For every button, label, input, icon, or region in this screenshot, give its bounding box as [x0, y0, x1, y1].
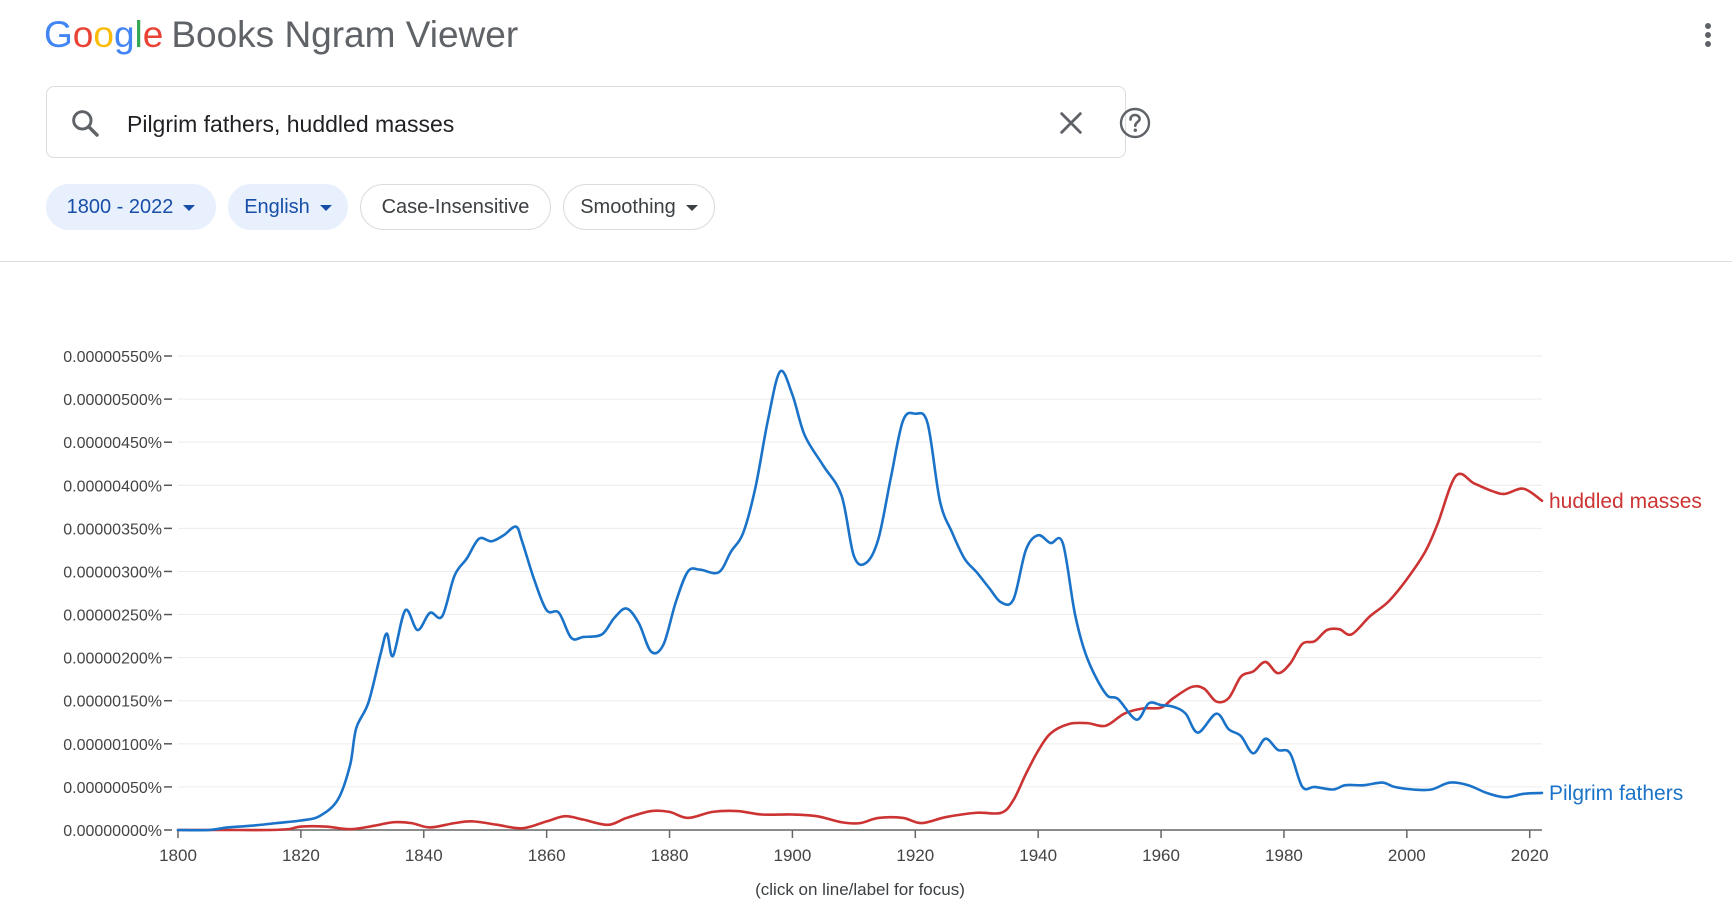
y-tick-label: 0.00000350%	[63, 521, 162, 538]
logo-letter: G	[44, 14, 73, 55]
ngram-chart-svg: 0.00000000% 0.00000050% 0.00000100% 0.00000…	[63, 349, 1702, 865]
x-tick-label: 1860	[528, 846, 566, 865]
logo-letter: l	[134, 14, 143, 55]
app-name: Books Ngram Viewer	[171, 14, 519, 55]
y-tick-label: 0.00000450%	[63, 435, 162, 452]
help-circle-icon[interactable]	[1117, 105, 1153, 141]
google-books-ngram-logo[interactable]: Google Books Ngram Viewer	[44, 14, 518, 56]
x-tick-label: 1880	[651, 846, 689, 865]
x-tick-label: 1820	[282, 846, 320, 865]
corpus-filter[interactable]: English	[228, 184, 348, 230]
series-line-huddled-masses[interactable]	[176, 472, 1544, 832]
google-logo-wordmark: Google	[44, 14, 163, 55]
dropdown-arrow-icon	[319, 205, 332, 211]
x-tick-label: 1800	[159, 846, 197, 865]
x-tick-label: 1900	[774, 846, 812, 865]
x-tick-label: 2000	[1388, 846, 1426, 865]
case-label: Case-Insensitive	[381, 195, 530, 218]
search-input[interactable]	[125, 101, 1009, 147]
x-tick-label: 1940	[1019, 846, 1057, 865]
year-range-label: 1800 - 2022	[66, 195, 174, 218]
y-tick-label: 0.00000550%	[63, 349, 162, 366]
y-tick-label: 0.00000050%	[63, 780, 162, 797]
y-tick-label: 0.00000100%	[63, 737, 162, 754]
series-line-pilgrim-fathers[interactable]	[176, 369, 1544, 832]
y-tick-label: 0.00000200%	[63, 651, 162, 668]
series-label-huddled-masses[interactable]: huddled masses	[1549, 490, 1702, 513]
smoothing-filter[interactable]: Smoothing	[563, 184, 715, 230]
search-box	[46, 86, 1151, 158]
ngram-chart: 0.00000000% 0.00000050% 0.00000100% 0.00000…	[0, 262, 1732, 918]
y-tick-label: 0.00000400%	[63, 478, 162, 495]
series-label-pilgrim-fathers[interactable]: Pilgrim fathers	[1549, 782, 1683, 805]
y-tick-label: 0.00000150%	[63, 694, 162, 711]
y-tick-label: 0.00000300%	[63, 564, 162, 581]
search-icon[interactable]	[69, 107, 101, 139]
more-vert-icon[interactable]	[1700, 20, 1716, 56]
year-range-filter[interactable]: 1800 - 2022	[46, 184, 216, 230]
dropdown-arrow-icon	[183, 205, 196, 211]
x-tick-label: 1920	[896, 846, 934, 865]
logo-letter: o	[93, 14, 114, 55]
x-tick-label: 1840	[405, 846, 443, 865]
y-tick-label: 0.00000500%	[63, 392, 162, 409]
x-tick-label: 1980	[1265, 846, 1303, 865]
x-tick-label: 2020	[1511, 846, 1549, 865]
logo-letter: e	[142, 14, 164, 55]
chart-caption: (click on line/label for focus)	[755, 880, 965, 899]
close-icon[interactable]	[1057, 109, 1085, 137]
logo-letter: g	[113, 14, 135, 55]
smoothing-label: Smoothing	[580, 195, 676, 218]
y-tick-label: 0.00000250%	[63, 608, 162, 625]
y-tick-label: 0.00000000%	[63, 823, 162, 840]
corpus-label: English	[244, 195, 310, 218]
case-insensitive-toggle[interactable]: Case-Insensitive	[360, 184, 551, 230]
dropdown-arrow-icon	[685, 205, 698, 211]
logo-letter: o	[72, 14, 94, 55]
x-tick-label: 1960	[1142, 846, 1180, 865]
